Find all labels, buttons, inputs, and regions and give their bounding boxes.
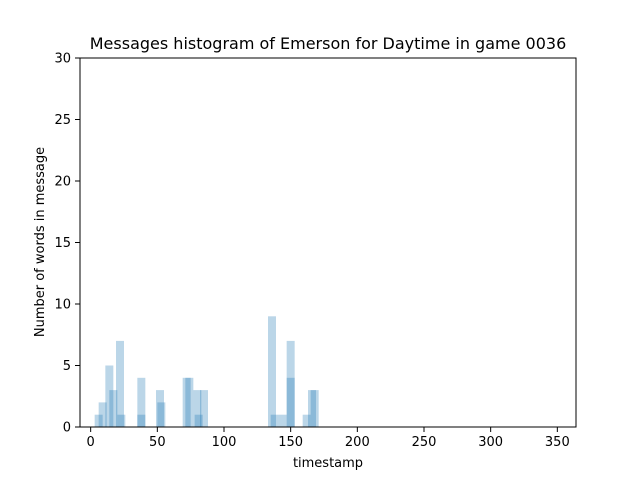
histogram-bar (193, 390, 202, 427)
histogram-bar (105, 365, 114, 427)
histogram-bar (286, 340, 295, 427)
x-tick-label: 150 (278, 435, 303, 450)
x-tick-label: 300 (478, 435, 503, 450)
histogram-bar (98, 402, 107, 427)
x-axis-label: timestamp (293, 456, 363, 471)
histogram-bar (286, 377, 295, 427)
y-tick-label: 5 (63, 359, 71, 374)
histogram-bar (137, 377, 146, 427)
plot-frame (79, 57, 577, 428)
y-tick-label: 15 (54, 236, 71, 251)
histogram-bar (268, 316, 276, 427)
histogram-bar (157, 402, 166, 427)
x-tick-label: 0 (87, 435, 95, 450)
histogram-bar (194, 414, 203, 427)
x-tick-label: 100 (212, 435, 237, 450)
bars-layer (94, 316, 319, 427)
histogram-bar (94, 414, 103, 427)
y-tick-label: 25 (54, 113, 71, 128)
x-tick-label: 350 (545, 435, 570, 450)
chart-title: Messages histogram of Emerson for Daytim… (90, 34, 567, 53)
histogram-bar (116, 340, 124, 427)
histogram-bar (185, 377, 194, 427)
axes-layer: 0 50 100 150 200 250 300 350 0 5 10 15 20 25 30 (54, 52, 577, 450)
histogram-bar (278, 414, 287, 427)
histogram-bar (270, 414, 279, 427)
y-tick-label: 10 (54, 298, 71, 313)
y-axis-label: Number of words in message (33, 147, 48, 337)
x-tick-label: 50 (149, 435, 166, 450)
histogram-bar (302, 414, 311, 427)
histogram-bar (310, 390, 319, 427)
histogram-bar (109, 390, 118, 427)
histogram-bar (156, 390, 164, 427)
x-tick-label: 200 (345, 435, 370, 450)
histogram-bar (182, 377, 191, 427)
histogram-bar (117, 414, 126, 427)
histogram-bar (308, 390, 316, 427)
y-tick-label: 20 (54, 175, 71, 190)
histogram-bar (137, 414, 146, 427)
y-tick-label: 0 (63, 421, 71, 436)
y-tick-label: 30 (54, 52, 71, 67)
x-tick-label: 250 (412, 435, 437, 450)
histogram-bar (200, 390, 208, 427)
